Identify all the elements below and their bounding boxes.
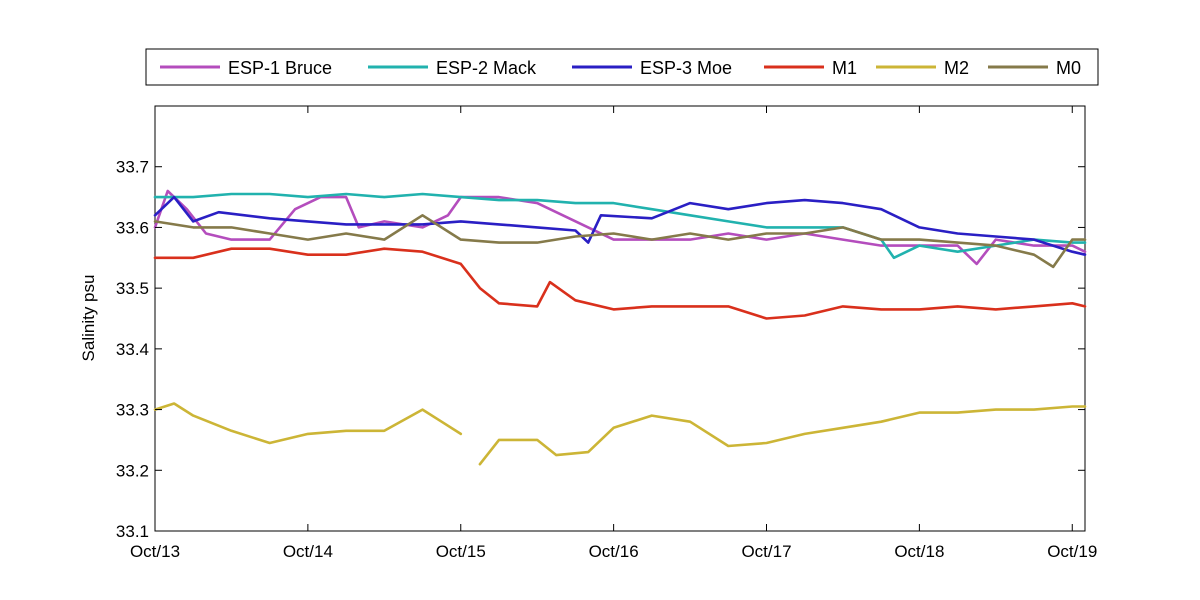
y-tick-label: 33.1 — [116, 522, 149, 541]
series-line — [478, 405, 1087, 466]
x-tick-label: Oct/14 — [283, 542, 333, 561]
series-esp-2-mack — [153, 192, 1087, 260]
plot-frame — [154, 105, 1086, 532]
series-m2 — [153, 402, 1087, 466]
y-tick-label: 33.4 — [116, 340, 149, 359]
x-tick-label: Oct/17 — [741, 542, 791, 561]
series-line — [153, 192, 1087, 260]
series-line — [153, 214, 1087, 269]
series-m1 — [153, 247, 1087, 320]
y-tick-label: 33.6 — [116, 218, 149, 237]
y-tick-label: 33.3 — [116, 401, 149, 420]
legend-label: M1 — [832, 58, 857, 78]
legend-label: M0 — [1056, 58, 1081, 78]
y-axis: 33.1 33.2 33.3 33.4 33.5 33.6 33.7 — [116, 158, 1085, 541]
legend-label: M2 — [944, 58, 969, 78]
legend: ESP-1 Bruce ESP-2 Mack ESP-3 Moe M1 M2 M0 — [145, 48, 1099, 86]
x-axis: Oct/13 Oct/14 Oct/15 Oct/16 Oct/17 Oct/18 Oct/… — [130, 106, 1097, 561]
y-tick-label: 33.2 — [116, 461, 149, 480]
y-axis-label: Salinity psu — [79, 275, 98, 362]
series-layer — [153, 189, 1087, 466]
y-tick-label: 33.5 — [116, 279, 149, 298]
y-tick-label: 33.7 — [116, 158, 149, 177]
x-tick-label: Oct/19 — [1047, 542, 1097, 561]
series-m0 — [153, 214, 1087, 269]
legend-label: ESP-3 Moe — [640, 58, 732, 78]
x-tick-label: Oct/13 — [130, 542, 180, 561]
x-tick-label: Oct/18 — [894, 542, 944, 561]
series-line — [153, 402, 463, 445]
series-esp-3-moe — [153, 195, 1087, 256]
legend-label: ESP-1 Bruce — [228, 58, 332, 78]
plot-area — [154, 105, 1086, 532]
series-line — [153, 247, 1087, 320]
series-line — [153, 195, 1087, 256]
legend-label: ESP-2 Mack — [436, 58, 537, 78]
x-tick-label: Oct/15 — [436, 542, 486, 561]
x-tick-label: Oct/16 — [589, 542, 639, 561]
